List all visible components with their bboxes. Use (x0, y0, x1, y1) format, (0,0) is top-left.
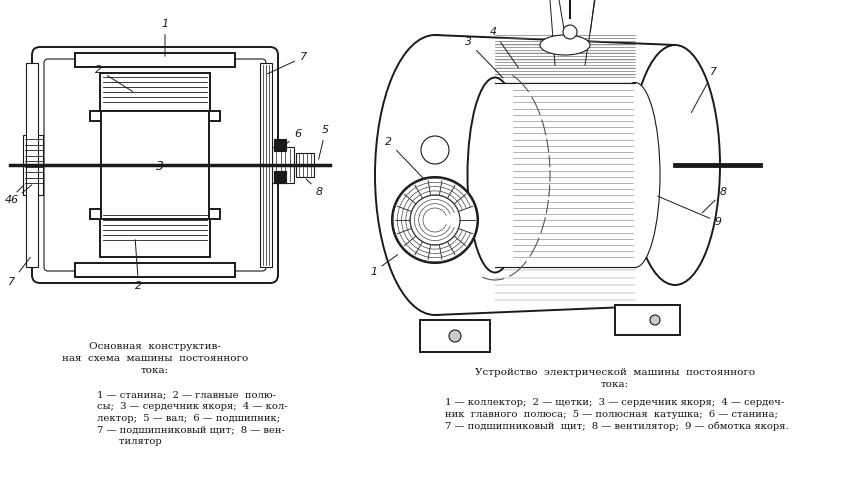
Bar (274, 171, 286, 183)
Ellipse shape (375, 35, 495, 315)
Ellipse shape (630, 45, 720, 285)
Ellipse shape (393, 177, 477, 263)
Ellipse shape (421, 136, 449, 164)
Text: 1: 1 (370, 254, 398, 277)
Bar (90, 111, 220, 121)
Bar (100, 219, 210, 257)
Circle shape (650, 315, 660, 325)
Text: 6: 6 (10, 185, 32, 205)
Bar (100, 73, 210, 111)
Text: 7: 7 (267, 52, 307, 74)
Text: 4: 4 (5, 185, 24, 205)
Bar (23, 135, 43, 195)
Bar (75, 263, 235, 277)
FancyBboxPatch shape (615, 305, 680, 335)
Text: 7: 7 (691, 67, 717, 113)
Ellipse shape (540, 35, 590, 55)
Text: 2: 2 (135, 240, 142, 291)
Bar (272, 147, 294, 183)
FancyBboxPatch shape (420, 320, 490, 352)
Bar (90, 209, 220, 219)
Text: 1 — станина;  2 — главные  полю-
сы;  3 — сердечник якоря;  4 — кол-
лектор;  5 : 1 — станина; 2 — главные полю- сы; 3 — с… (97, 390, 288, 446)
Text: 8: 8 (702, 187, 727, 213)
Text: 1 — коллектор;  2 — щетки;  3 — сердечник якоря;  4 — сердеч-
ник  главного  пол: 1 — коллектор; 2 — щетки; 3 — сердечник … (445, 398, 789, 431)
Text: 8: 8 (306, 179, 324, 197)
Bar (495, 83, 635, 267)
Text: Устройство  электрической  машины  постоянного
тока:: Устройство электрической машины постоянн… (475, 368, 755, 389)
Bar (101, 111, 209, 219)
Text: 2: 2 (95, 65, 132, 92)
Bar (296, 153, 314, 177)
Text: 1: 1 (162, 19, 169, 56)
FancyBboxPatch shape (32, 47, 278, 283)
Bar (26, 139, 38, 151)
Text: 5: 5 (550, 0, 565, 32)
Ellipse shape (467, 78, 522, 272)
FancyBboxPatch shape (44, 59, 266, 271)
Text: 9: 9 (657, 196, 722, 227)
Bar (260, 63, 272, 267)
Text: 6: 6 (590, 0, 602, 32)
Circle shape (449, 330, 461, 342)
Text: Основная  конструктив-
ная  схема  машины  постоянного
тока:: Основная конструктив- ная схема машины п… (62, 342, 248, 375)
Text: 3: 3 (156, 160, 164, 173)
Bar (274, 139, 286, 151)
Text: 4: 4 (490, 27, 518, 68)
Bar (435, 35, 675, 315)
Ellipse shape (563, 25, 577, 39)
Text: 3: 3 (465, 37, 503, 78)
Ellipse shape (610, 82, 660, 268)
Text: 5: 5 (318, 125, 329, 159)
Bar (26, 63, 38, 267)
Text: 6: 6 (280, 129, 301, 149)
Text: 2: 2 (385, 137, 423, 178)
Bar (26, 171, 38, 183)
Text: 7: 7 (8, 257, 30, 287)
Ellipse shape (410, 195, 460, 245)
Bar (75, 53, 235, 67)
